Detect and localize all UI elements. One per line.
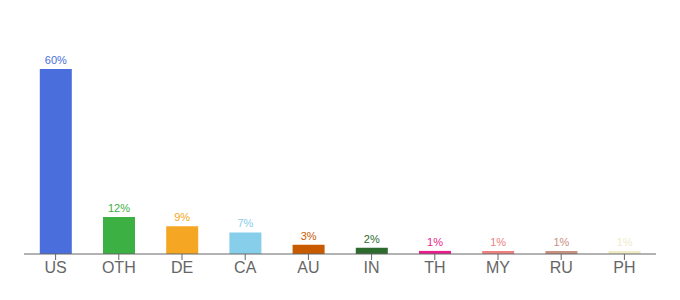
svg-text:AU: AU <box>297 259 319 276</box>
svg-text:1%: 1% <box>553 236 569 248</box>
svg-text:MY: MY <box>486 259 510 276</box>
svg-text:US: US <box>44 259 66 276</box>
svg-text:1%: 1% <box>617 236 633 248</box>
svg-text:2%: 2% <box>364 233 380 245</box>
svg-text:1%: 1% <box>490 236 506 248</box>
svg-text:TH: TH <box>424 259 445 276</box>
svg-text:12%: 12% <box>108 202 130 214</box>
svg-text:9%: 9% <box>174 211 190 223</box>
svg-text:DE: DE <box>171 259 193 276</box>
svg-text:RU: RU <box>550 259 573 276</box>
svg-text:1%: 1% <box>427 236 443 248</box>
svg-text:60%: 60% <box>45 54 67 66</box>
svg-text:PH: PH <box>613 259 635 276</box>
svg-text:IN: IN <box>364 259 380 276</box>
svg-text:OTH: OTH <box>102 259 136 276</box>
svg-text:7%: 7% <box>237 217 253 229</box>
svg-text:3%: 3% <box>301 230 317 242</box>
svg-text:CA: CA <box>234 259 257 276</box>
